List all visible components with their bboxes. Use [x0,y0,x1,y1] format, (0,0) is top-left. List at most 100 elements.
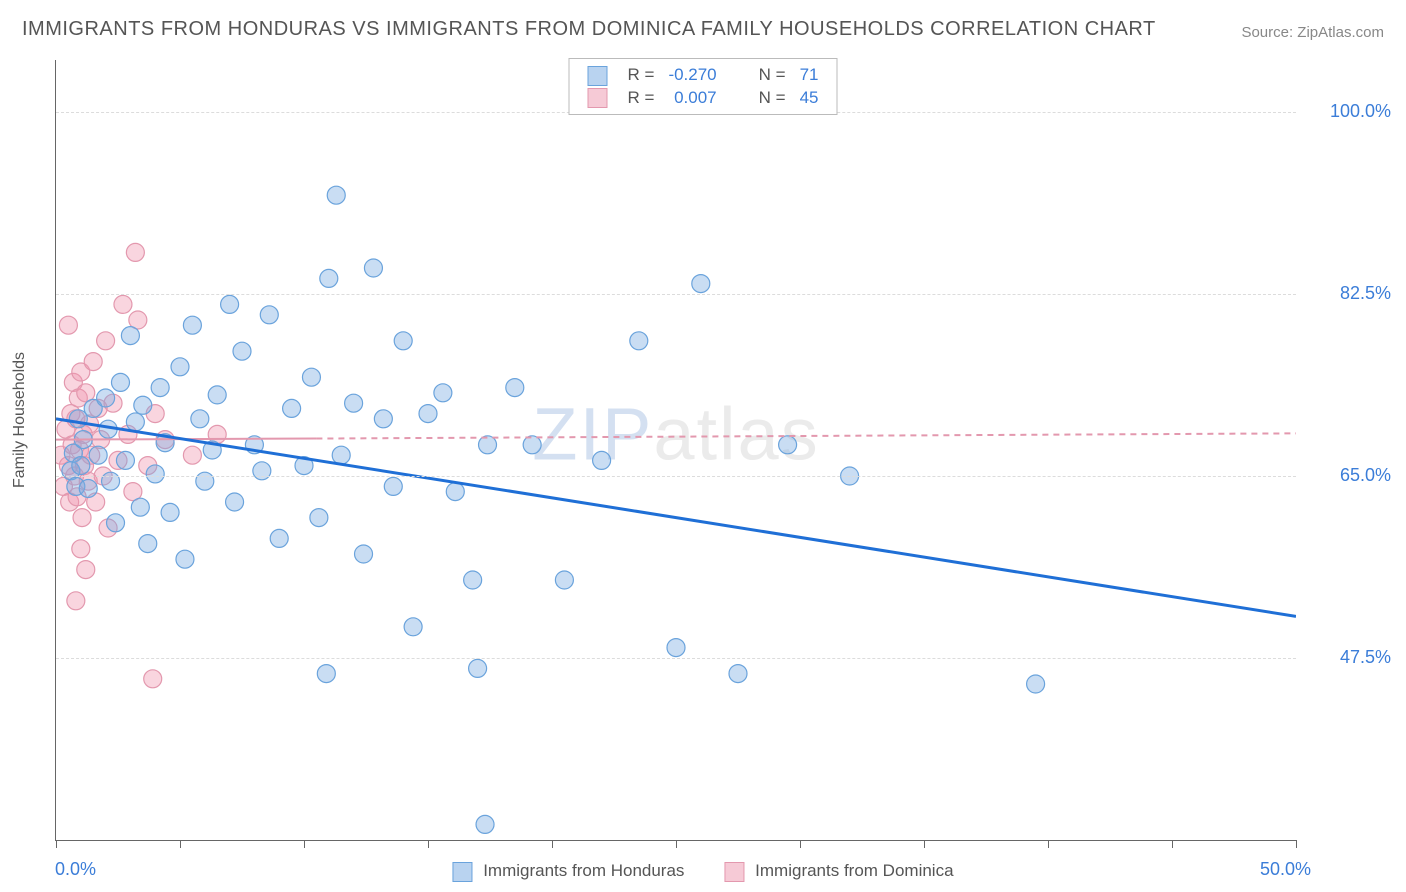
chart-title: IMMIGRANTS FROM HONDURAS VS IMMIGRANTS F… [22,18,1156,41]
gridline [56,294,1296,295]
scatter-point-series1 [107,514,125,532]
scatter-point-series1 [270,529,288,547]
scatter-point-series1 [555,571,573,589]
y-tick-label: 65.0% [1340,465,1391,486]
x-tick-mark [56,840,57,848]
legend-bottom-swatch-1 [452,862,472,882]
scatter-point-series1 [384,477,402,495]
x-tick-mark [428,840,429,848]
scatter-point-series1 [469,659,487,677]
scatter-point-series1 [283,399,301,417]
scatter-point-series1 [593,451,611,469]
scatter-point-series1 [196,472,214,490]
scatter-point-series1 [345,394,363,412]
scatter-point-series1 [221,295,239,313]
scatter-point-series1 [226,493,244,511]
scatter-point-series1 [1027,675,1045,693]
legend-top-r-label-2: R = [622,88,661,109]
scatter-point-series1 [523,436,541,454]
x-tick-mark [1172,840,1173,848]
scatter-point-series1 [208,386,226,404]
scatter-point-series2 [73,509,91,527]
trendline-series2-dashed [316,433,1296,438]
scatter-point-series1 [779,436,797,454]
scatter-point-series1 [310,509,328,527]
chart-container: IMMIGRANTS FROM HONDURAS VS IMMIGRANTS F… [0,0,1406,892]
scatter-point-series1 [72,457,90,475]
scatter-point-series1 [667,639,685,657]
legend-bottom-label-1: Immigrants from Honduras [483,861,684,880]
scatter-point-series1 [364,259,382,277]
gridline [56,476,1296,477]
scatter-point-series1 [134,396,152,414]
scatter-point-series1 [446,483,464,501]
scatter-point-series1 [630,332,648,350]
scatter-point-series1 [320,269,338,287]
scatter-point-series1 [111,373,129,391]
y-tick-label: 47.5% [1340,647,1391,668]
legend-top-swatch-2 [588,88,608,108]
scatter-point-series1 [102,472,120,490]
scatter-point-series1 [116,451,134,469]
scatter-point-series1 [131,498,149,516]
y-axis-label: Family Households [11,352,29,488]
y-tick-label: 100.0% [1330,101,1391,122]
scatter-point-series1 [121,327,139,345]
legend-top-r-value-2: 0.007 [662,88,722,109]
scatter-point-series1 [183,316,201,334]
scatter-point-series1 [729,665,747,683]
source-label: Source: ZipAtlas.com [1241,24,1384,41]
x-tick-mark [304,840,305,848]
scatter-point-series1 [464,571,482,589]
scatter-point-series1 [139,535,157,553]
legend-top-n-label-1: N = [753,65,792,86]
scatter-point-series2 [67,592,85,610]
scatter-point-series1 [260,306,278,324]
scatter-point-series1 [394,332,412,350]
gridline [56,658,1296,659]
scatter-point-series1 [89,446,107,464]
scatter-point-series2 [72,540,90,558]
scatter-point-series1 [355,545,373,563]
scatter-point-series1 [434,384,452,402]
scatter-point-series1 [176,550,194,568]
scatter-point-series1 [506,379,524,397]
scatter-point-series2 [114,295,132,313]
scatter-point-series1 [171,358,189,376]
legend-top-r-value-1: -0.270 [662,65,722,86]
legend-top: R = -0.270 N = 71 R = 0.007 N = 45 [569,58,838,115]
scatter-point-series1 [327,186,345,204]
scatter-point-series2 [97,332,115,350]
legend-bottom-item-2: Immigrants from Dominica [724,861,953,882]
legend-top-n-value-2: 45 [794,88,825,109]
scatter-point-series1 [146,465,164,483]
scatter-point-series1 [476,815,494,833]
scatter-point-series2 [84,353,102,371]
legend-bottom-swatch-2 [724,862,744,882]
scatter-point-series1 [79,479,97,497]
legend-top-n-label-2: N = [753,88,792,109]
scatter-point-series1 [126,413,144,431]
scatter-point-series2 [77,561,95,579]
x-axis-max-label: 50.0% [1260,859,1311,880]
x-tick-mark [800,840,801,848]
x-tick-mark [676,840,677,848]
x-tick-mark [552,840,553,848]
x-tick-mark [180,840,181,848]
x-tick-mark [1048,840,1049,848]
scatter-point-series2 [126,243,144,261]
scatter-point-series1 [419,405,437,423]
legend-top-n-value-1: 71 [794,65,825,86]
legend-bottom-item-1: Immigrants from Honduras [452,861,684,882]
scatter-point-series1 [161,503,179,521]
legend-top-swatch-1 [588,66,608,86]
plot-svg [56,60,1296,840]
scatter-point-series1 [374,410,392,428]
scatter-point-series2 [183,446,201,464]
scatter-point-series1 [151,379,169,397]
plot-area: ZIPatlas [55,60,1296,841]
scatter-point-series1 [404,618,422,636]
x-axis-min-label: 0.0% [55,859,96,880]
x-tick-mark [924,840,925,848]
scatter-point-series1 [317,665,335,683]
